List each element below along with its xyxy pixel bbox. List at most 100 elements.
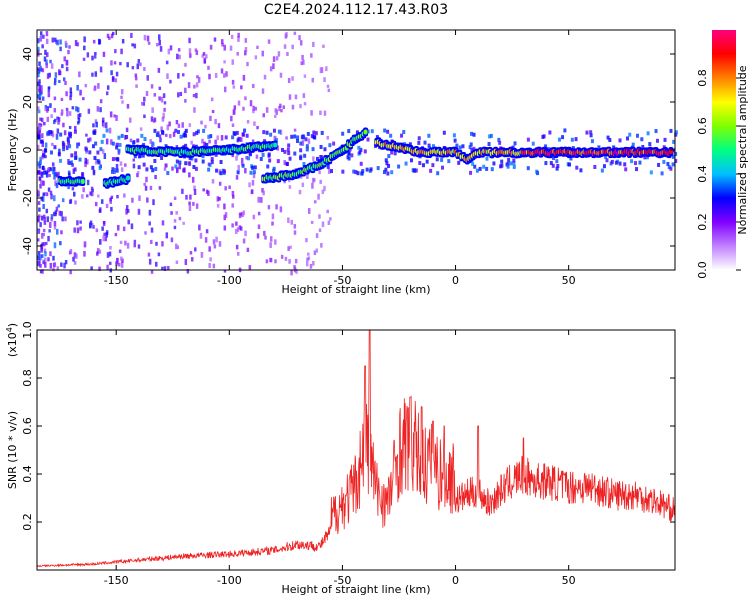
noise-cell [64, 81, 67, 85]
noise-cell [54, 72, 58, 78]
noise-cell [329, 217, 332, 221]
noise-cell [261, 187, 264, 193]
noise-cell [39, 254, 42, 260]
noise-cell [322, 44, 325, 48]
noise-cell [161, 266, 164, 271]
band-cell [526, 137, 530, 142]
noise-cell [257, 211, 261, 216]
noise-cell [40, 85, 43, 92]
noise-cell [318, 171, 321, 175]
noise-cell [228, 185, 231, 190]
band-cell [570, 137, 574, 142]
band-cell [276, 159, 280, 164]
noise-cell [315, 248, 319, 253]
noise-cell [37, 69, 41, 74]
band-cell [320, 130, 324, 135]
band-cell [457, 160, 461, 165]
noise-cell [185, 194, 188, 200]
noise-cell [237, 36, 240, 42]
noise-cell [139, 127, 143, 131]
band-cell [184, 143, 188, 148]
noise-cell [313, 250, 317, 256]
band-cell [190, 156, 194, 161]
band-cell [590, 139, 594, 144]
noise-cell [92, 123, 95, 128]
band-cell [488, 134, 492, 139]
noise-cell [39, 179, 43, 185]
band-cell [618, 161, 622, 166]
band-cell [384, 158, 388, 163]
noise-cell [95, 121, 98, 128]
x-tick-label: 0 [452, 274, 459, 287]
noise-cell [298, 189, 302, 195]
noise-cell [158, 96, 161, 101]
noise-cell [252, 109, 255, 114]
y-tick-label: 20 [21, 95, 34, 109]
band-cell [262, 130, 266, 135]
noise-cell [262, 190, 265, 196]
noise-cell [201, 138, 204, 144]
noise-cell [47, 86, 51, 93]
band-cell [99, 147, 103, 152]
band-cell [207, 134, 211, 139]
band-cell [236, 170, 240, 175]
band-cell [293, 134, 297, 139]
noise-cell [37, 144, 40, 150]
noise-cell [119, 61, 122, 66]
noise-cell [79, 226, 82, 231]
noise-cell [68, 45, 71, 49]
band-cell [42, 153, 46, 158]
band-cell [436, 171, 440, 176]
noise-cell [279, 129, 283, 135]
band-cell [671, 154, 675, 159]
noise-cell [208, 246, 211, 252]
noise-cell [127, 219, 130, 225]
noise-cell [58, 70, 62, 76]
noise-cell [39, 117, 42, 121]
noise-cell [177, 123, 181, 129]
noise-cell [240, 137, 243, 142]
band-cell [387, 163, 391, 168]
noise-cell [319, 179, 322, 184]
noise-cell [294, 258, 298, 264]
noise-cell [209, 257, 212, 262]
noise-cell [113, 61, 117, 65]
noise-cell [242, 74, 246, 81]
noise-cell [53, 242, 57, 249]
noise-cell [269, 258, 273, 263]
noise-cell [203, 57, 206, 64]
noise-cell [168, 121, 171, 127]
noise-cell [38, 125, 42, 131]
band-cell [347, 156, 351, 161]
noise-cell [276, 145, 279, 151]
band-cell [305, 147, 309, 152]
noise-cell [76, 227, 80, 234]
band-cell [531, 141, 535, 146]
band-cell [386, 171, 390, 176]
noise-cell [184, 259, 188, 266]
noise-cell [174, 243, 178, 250]
noise-cell [123, 193, 126, 198]
noise-cell [160, 126, 163, 132]
noise-cell [68, 111, 72, 116]
noise-cell [94, 119, 98, 124]
noise-cell [91, 190, 94, 197]
band-cell [655, 138, 659, 143]
band-cell [140, 133, 144, 138]
noise-cell [39, 159, 42, 165]
band-cell [431, 144, 435, 149]
noise-cell [147, 252, 151, 257]
band-cell [302, 162, 306, 167]
noise-cell [90, 266, 93, 271]
noise-cell [58, 210, 62, 216]
band-cell [133, 154, 137, 159]
noise-cell [181, 188, 184, 194]
band-cell [473, 164, 477, 169]
band-cell [579, 168, 583, 173]
noise-cell [69, 249, 73, 254]
band-cell [115, 168, 119, 173]
noise-cell [53, 262, 57, 267]
band-cell [409, 158, 413, 163]
noise-cell [204, 237, 208, 243]
noise-cell [109, 111, 113, 118]
